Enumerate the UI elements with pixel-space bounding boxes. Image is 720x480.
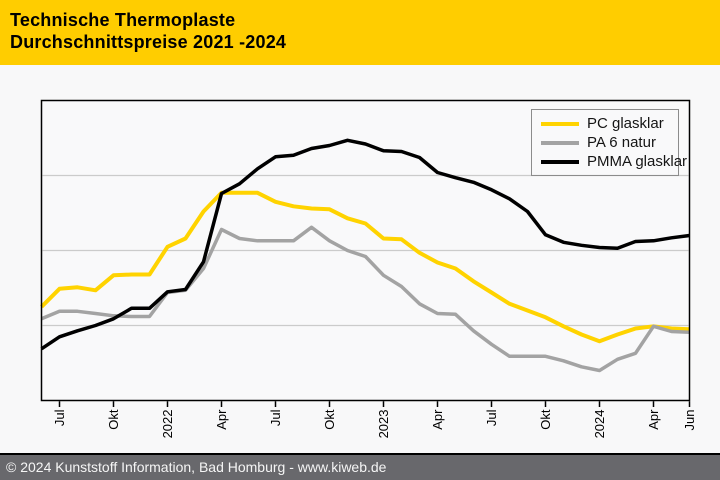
legend-item-pc-glasklar: PC glasklar — [541, 114, 678, 133]
chart-title-line2: Durchschnittspreise 2021 -2024 — [10, 32, 287, 52]
chart-legend: PC glasklar PA 6 natur PMMA glasklar — [531, 109, 687, 176]
x-tick-label: Jul — [52, 409, 67, 426]
legend-line-swatch-pa6-natur — [541, 140, 579, 145]
x-tick-label: Apr — [430, 409, 445, 430]
legend-line-swatch-pc-glasklar — [541, 121, 579, 126]
chart-header: Technische Thermoplaste Durchschnittspre… — [0, 0, 720, 65]
x-tick-label: Okt — [538, 409, 553, 430]
x-tick-label: Okt — [322, 409, 337, 430]
copyright-text: © 2024 Kunststoff Information, Bad Hombu… — [6, 459, 387, 475]
legend-label-pc-glasklar: PC glasklar — [587, 115, 664, 132]
x-tick-label: 2023 — [376, 410, 391, 439]
x-tick-label: 2022 — [160, 410, 175, 439]
chart-footer: © 2024 Kunststoff Information, Bad Hombu… — [0, 453, 720, 480]
legend-item-pa6-natur: PA 6 natur — [541, 133, 678, 152]
legend-line-swatch-pmma-glasklar — [541, 159, 579, 164]
legend-label-pmma-glasklar: PMMA glasklar — [587, 153, 688, 170]
x-tick-label: Apr — [646, 409, 661, 430]
x-tick-label: Jul — [268, 409, 283, 426]
series-line-pa6-natur — [40, 225, 690, 373]
legend-item-pmma-glasklar: PMMA glasklar — [541, 152, 687, 171]
x-tick-label: Jun — [682, 410, 697, 431]
legend-label-pa6-natur: PA 6 natur — [587, 134, 656, 151]
x-tick-label: Jul — [484, 409, 499, 426]
series-line-pc-glasklar — [40, 190, 690, 344]
x-tick-label: 2024 — [592, 410, 607, 439]
chart-title-line1: Technische Thermoplaste — [10, 10, 236, 30]
x-tick-label: Apr — [214, 409, 229, 430]
x-tick-label: Okt — [106, 409, 121, 430]
series-line-pmma-glasklar — [40, 138, 690, 351]
plot-border — [40, 99, 691, 402]
